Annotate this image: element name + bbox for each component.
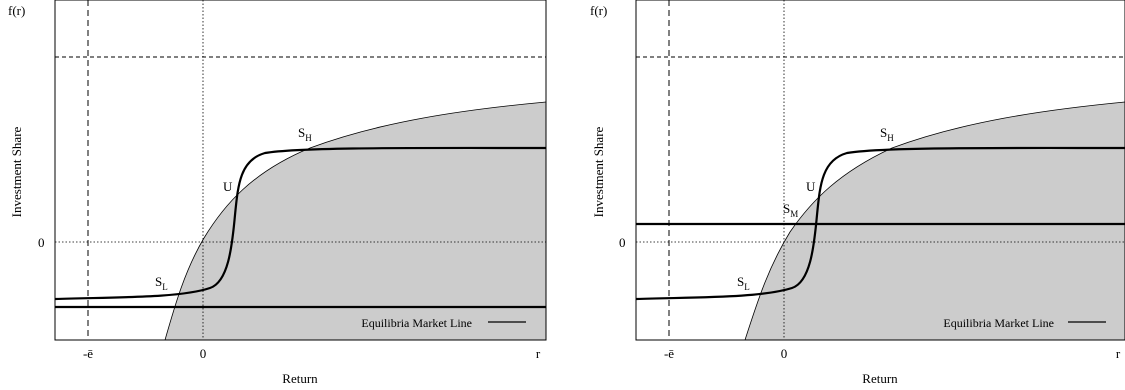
point-label-u: U bbox=[806, 179, 816, 194]
point-label-sh: SH bbox=[298, 125, 312, 143]
x-tick-r: r bbox=[536, 346, 541, 361]
x-tick-r: r bbox=[1116, 346, 1121, 361]
y-axis-label: Investment Share bbox=[591, 126, 606, 217]
point-label-sl: SL bbox=[155, 274, 168, 292]
legend: Equilibria Market Line bbox=[943, 316, 1106, 330]
y-axis-label: Investment Share bbox=[9, 126, 24, 217]
y-top-label: f(r) bbox=[590, 3, 607, 18]
x-tick-ebar: -ē bbox=[664, 346, 674, 361]
x-tick-zero: 0 bbox=[200, 346, 207, 361]
shaded-region bbox=[165, 102, 546, 340]
x-axis-label: Return bbox=[282, 371, 318, 386]
panel-left: f(r) Investment Share 0 -ē 0 r Return SL… bbox=[8, 0, 547, 386]
point-label-sl: SL bbox=[737, 274, 750, 292]
point-label-u: U bbox=[223, 179, 233, 194]
y-tick-zero: 0 bbox=[619, 235, 626, 250]
shaded-region bbox=[745, 102, 1125, 340]
point-label-sh: SH bbox=[880, 125, 894, 143]
x-tick-zero: 0 bbox=[781, 346, 788, 361]
investment-s-curve bbox=[635, 146, 1125, 301]
legend-label: Equilibria Market Line bbox=[943, 316, 1054, 330]
market-curve bbox=[164, 101, 546, 340]
y-top-label: f(r) bbox=[8, 3, 25, 18]
point-label-sm: SM bbox=[783, 201, 798, 219]
x-axis-label: Return bbox=[862, 371, 898, 386]
plot-frame bbox=[54, 0, 547, 341]
x-tick-ebar: -ē bbox=[83, 346, 93, 361]
market-curve bbox=[744, 101, 1125, 340]
panel-right: f(r) Investment Share 0 -ē 0 r Return SL… bbox=[590, 0, 1125, 386]
plot-frame bbox=[635, 0, 1125, 341]
y-tick-zero: 0 bbox=[38, 235, 45, 250]
legend-label: Equilibria Market Line bbox=[361, 316, 472, 330]
investment-s-curve bbox=[54, 146, 547, 301]
legend: Equilibria Market Line bbox=[361, 316, 526, 330]
